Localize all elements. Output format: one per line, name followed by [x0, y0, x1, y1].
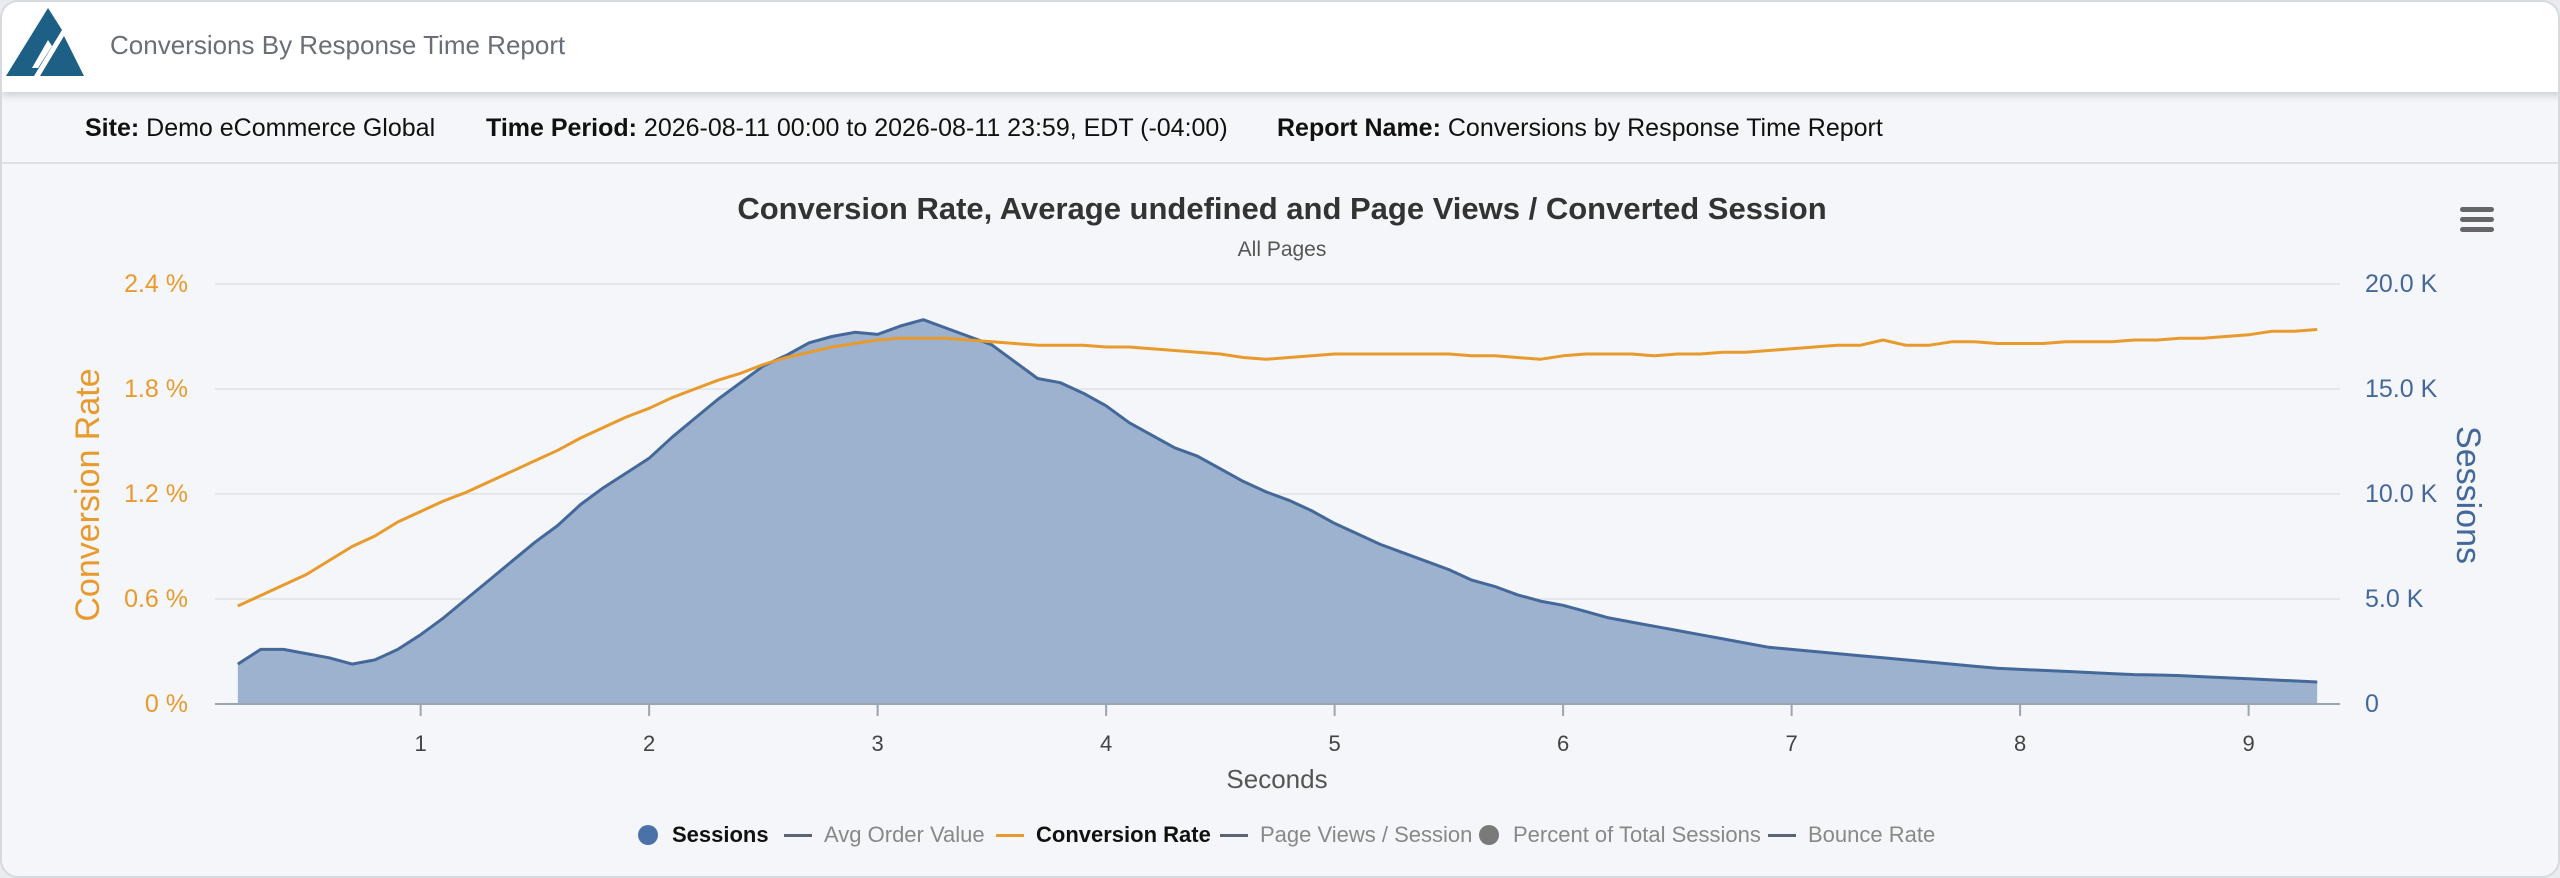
legend-dot-icon: [638, 825, 658, 845]
legend-line-icon: [1768, 833, 1796, 837]
legend-label: Sessions: [672, 822, 769, 847]
site-value: Demo eCommerce Global: [146, 114, 436, 142]
left-axis-title: Conversion Rate: [69, 368, 107, 621]
legend-label: Avg Order Value: [824, 822, 985, 847]
x-tick-label: 6: [1557, 731, 1569, 756]
top-bar: Conversions By Response Time Report: [2, 2, 2558, 92]
chart-axes: 0 % 0 0.6 % 5.0 K 1.2 % 10.0 K 1.8 % 15.0 K 2.4 …: [124, 270, 2438, 756]
report-name-info: Report Name: Conversions by Response Tim…: [1277, 114, 1883, 143]
x-tick-label: 4: [1100, 731, 1112, 756]
legend-label: Conversion Rate: [1036, 822, 1211, 847]
legend-item-page-views-session[interactable]: Page Views / Session: [1220, 822, 1472, 848]
report-info-bar: Site: Demo eCommerce Global Time Period:…: [2, 94, 2558, 164]
legend-line-icon: [784, 833, 812, 837]
left-tick-label: 0 %: [145, 690, 188, 718]
sessions-series: [236, 318, 2318, 704]
time-period-value: 2026-08-11 00:00 to 2026-08-11 23:59, ED…: [643, 114, 1228, 142]
x-tick-label: 3: [872, 731, 884, 756]
site-info: Site: Demo eCommerce Global: [85, 114, 435, 143]
site-label: Site:: [85, 114, 140, 142]
triangle-logo-icon[interactable]: [4, 6, 86, 78]
report-name-value: Conversions by Response Time Report: [1447, 114, 1883, 142]
time-period-label: Time Period:: [486, 114, 637, 142]
legend-item-conversion-rate[interactable]: Conversion Rate: [996, 822, 1211, 848]
time-period-info: Time Period: 2026-08-11 00:00 to 2026-08…: [486, 114, 1228, 143]
legend-label: Percent of Total Sessions: [1513, 822, 1761, 847]
sessions-line: [236, 318, 2318, 684]
legend-label: Bounce Rate: [1808, 822, 1936, 847]
left-tick-label: 1.2 %: [124, 480, 188, 508]
x-tick-label: 5: [1328, 731, 1340, 756]
right-tick-label: 0: [2365, 690, 2379, 718]
x-tick-label: 2: [643, 731, 655, 756]
app-title: Conversions By Response Time Report: [110, 30, 566, 60]
legend-item-avg-order-value[interactable]: Avg Order Value: [784, 822, 985, 848]
chart-subtitle: All Pages: [1238, 238, 1327, 261]
legend-item-percent-of-total-sessions[interactable]: Percent of Total Sessions: [1479, 822, 1761, 848]
report-name-label: Report Name:: [1277, 114, 1441, 142]
x-tick-label: 7: [1785, 731, 1797, 756]
right-axis-title: Sessions: [2449, 426, 2487, 564]
legend-item-bounce-rate[interactable]: Bounce Rate: [1768, 822, 1935, 848]
legend-label: Page Views / Session: [1260, 822, 1473, 847]
conversion-rate-series: [237, 328, 2318, 608]
left-tick-label: 0.6 %: [124, 585, 188, 613]
left-tick-label: 2.4 %: [124, 270, 188, 298]
right-tick-label: 5.0 K: [2365, 585, 2424, 613]
x-tick-label: 8: [2014, 731, 2026, 756]
right-tick-label: 15.0 K: [2365, 375, 2438, 403]
x-tick-label: 1: [415, 731, 427, 756]
legend-line-icon: [996, 833, 1024, 837]
x-axis-title: Seconds: [1226, 764, 1327, 794]
right-tick-label: 20.0 K: [2365, 270, 2438, 298]
legend-line-icon: [1220, 833, 1248, 837]
chart: 0 % 0 0.6 % 5.0 K 1.2 % 10.0 K 1.8 % 15.0 K 2.4 …: [69, 191, 2487, 794]
right-tick-label: 10.0 K: [2365, 480, 2438, 508]
hamburger-menu-icon[interactable]: [2460, 207, 2494, 235]
chart-legend: Sessions Avg Order Value Conversion Rate Pa…: [2, 822, 2558, 852]
legend-dot-icon: [1479, 825, 1499, 845]
x-tick-label: 9: [2242, 731, 2254, 756]
sessions-area: [237, 319, 2318, 704]
conversion-rate-line: [237, 328, 2318, 608]
chart-title: Conversion Rate, Average undefined and P…: [737, 191, 1826, 226]
left-tick-label: 1.8 %: [124, 375, 188, 403]
legend-item-sessions[interactable]: Sessions: [638, 822, 769, 848]
